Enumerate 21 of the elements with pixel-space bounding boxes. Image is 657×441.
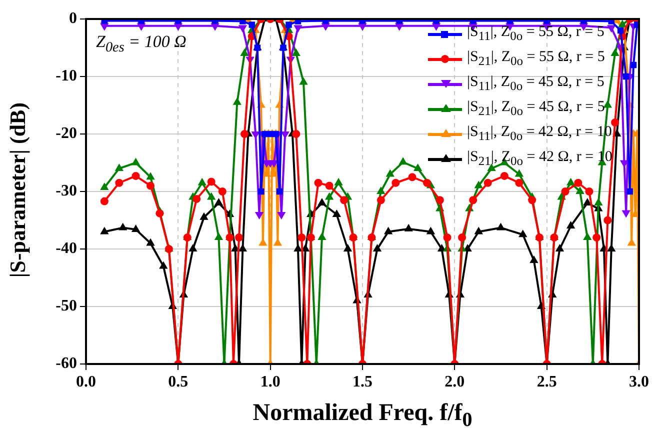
y-tick-label: -10	[56, 68, 77, 85]
x-tick-label: 3.0	[629, 374, 649, 391]
legend-label: |S$_{11}$|, Z$_{0o}$ = 55 Ω, r = 5	[467, 23, 604, 45]
x-tick-label: 0.5	[168, 374, 188, 391]
x-axis-title: Normalized Freq. f/f$_{0}$	[252, 400, 474, 432]
x-tick-label: 0.0	[76, 374, 96, 391]
y-tick-label: -40	[56, 240, 77, 258]
x-tick-label: 2.0	[444, 374, 465, 391]
y-tick-label: 0	[69, 10, 77, 28]
annotation: Z$_{0es}$ = 100 Ω	[96, 32, 186, 56]
y-tick-label: -50	[56, 298, 77, 315]
y-tick-label: -60	[56, 355, 77, 372]
y-tick-label: -20	[56, 125, 77, 142]
x-tick-label: 1.0	[260, 374, 280, 391]
y-tick-label: -30	[56, 182, 77, 200]
x-tick-label: 1.5	[352, 374, 372, 391]
x-tick-label: 2.5	[536, 374, 557, 391]
legend-label: |S$_{11}$|, Z$_{0o}$ = 45 Ω, r = 5	[467, 73, 604, 95]
legend-label: |S$_{21}$|, Z$_{0o}$ = 55 Ω, r = 5	[467, 48, 605, 70]
legend-label: |S$_{21}$|, Z$_{0o}$ = 45 Ω, r = 5	[467, 98, 605, 120]
y-axis-title: |S-parameter| (dB)	[5, 101, 31, 280]
